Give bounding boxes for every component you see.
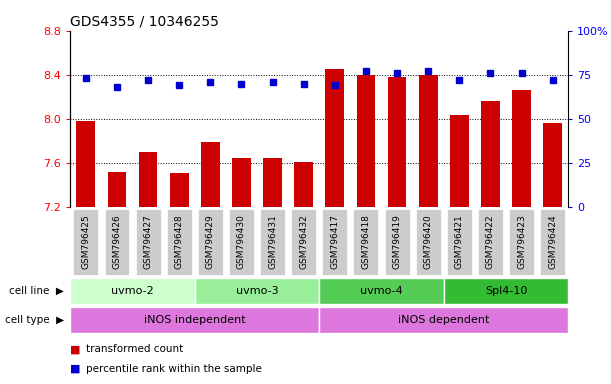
Text: GSM796420: GSM796420 [423,215,433,269]
FancyBboxPatch shape [447,209,472,275]
FancyBboxPatch shape [198,209,223,275]
Bar [139,152,158,207]
Bar [108,172,126,207]
FancyBboxPatch shape [444,278,568,304]
FancyBboxPatch shape [195,278,320,304]
Text: uvmo-4: uvmo-4 [360,286,403,296]
FancyBboxPatch shape [540,209,565,275]
Text: ■: ■ [70,364,81,374]
Bar [170,173,189,207]
Text: cell type  ▶: cell type ▶ [5,314,64,325]
FancyBboxPatch shape [70,307,320,333]
Text: iNOS dependent: iNOS dependent [398,314,489,325]
Bar [388,77,406,207]
FancyBboxPatch shape [229,209,254,275]
FancyBboxPatch shape [354,209,378,275]
Text: GDS4355 / 10346255: GDS4355 / 10346255 [70,14,219,28]
Bar [76,121,95,207]
FancyBboxPatch shape [167,209,192,275]
FancyBboxPatch shape [73,209,98,275]
Text: GSM796424: GSM796424 [548,215,557,269]
Text: GSM796422: GSM796422 [486,215,495,269]
Text: transformed count: transformed count [86,344,183,354]
FancyBboxPatch shape [509,209,534,275]
FancyBboxPatch shape [291,209,316,275]
Text: GSM796418: GSM796418 [362,215,370,269]
FancyBboxPatch shape [320,278,444,304]
FancyBboxPatch shape [70,278,195,304]
Bar [201,142,220,207]
Text: cell line  ▶: cell line ▶ [9,286,64,296]
Text: percentile rank within the sample: percentile rank within the sample [86,364,262,374]
Text: GSM796429: GSM796429 [206,215,215,269]
Text: GSM796425: GSM796425 [81,215,90,269]
Text: GSM796432: GSM796432 [299,215,308,269]
Text: GSM796427: GSM796427 [144,215,153,269]
Text: GSM796419: GSM796419 [392,215,401,269]
Text: GSM796426: GSM796426 [112,215,122,269]
FancyBboxPatch shape [260,209,285,275]
Text: ■: ■ [70,344,81,354]
Text: GSM796428: GSM796428 [175,215,184,269]
Bar [543,123,562,207]
Bar [512,90,531,207]
FancyBboxPatch shape [136,209,161,275]
FancyBboxPatch shape [104,209,130,275]
Bar [295,162,313,207]
FancyBboxPatch shape [320,307,568,333]
Text: GSM796421: GSM796421 [455,215,464,269]
FancyBboxPatch shape [384,209,409,275]
Text: GSM796431: GSM796431 [268,215,277,269]
Bar [232,158,251,207]
FancyBboxPatch shape [323,209,347,275]
Bar [481,101,500,207]
Text: uvmo-3: uvmo-3 [236,286,279,296]
Text: GSM796417: GSM796417 [331,215,339,269]
Bar [450,115,469,207]
Bar [357,75,375,207]
Bar [263,158,282,207]
Bar [326,70,344,207]
Text: uvmo-2: uvmo-2 [111,286,154,296]
Text: Spl4-10: Spl4-10 [485,286,527,296]
FancyBboxPatch shape [415,209,441,275]
FancyBboxPatch shape [478,209,503,275]
Text: GSM796430: GSM796430 [237,215,246,269]
Bar [419,75,437,207]
Text: GSM796423: GSM796423 [517,215,526,269]
Text: iNOS independent: iNOS independent [144,314,246,325]
